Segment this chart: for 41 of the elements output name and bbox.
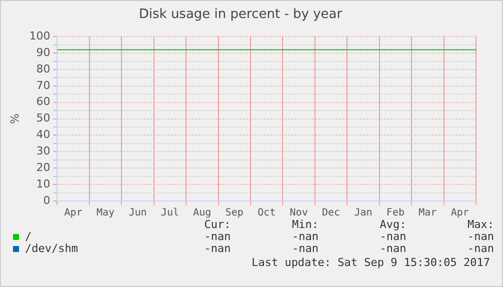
x-tick-label: Aug	[193, 208, 212, 219]
x-tick-label: Jul	[160, 208, 179, 219]
text: -nan	[203, 242, 231, 255]
text: -nan	[466, 230, 494, 243]
y-tick-label: 50	[36, 112, 50, 125]
text: -nan	[291, 242, 318, 255]
x-tick-label: Jun	[128, 208, 147, 219]
y-tick-label: 20	[36, 160, 50, 174]
text: -nan	[378, 242, 406, 255]
y-tick-label: 90	[36, 46, 50, 59]
text: -nan	[291, 230, 318, 243]
y-axis-title: %	[8, 114, 22, 124]
x-tick-label: May	[96, 208, 115, 219]
x-tick-label: Feb	[386, 208, 404, 219]
y-tick-label: 0	[43, 194, 50, 207]
chart-title: Disk usage in percent - by year	[138, 7, 343, 22]
x-tick-label: Apr	[450, 208, 469, 219]
y-tick-label: 100	[29, 29, 50, 42]
x-tick-label: Jan	[354, 208, 372, 219]
text: Last update: Sat Sep 9 15:30:05 2017	[252, 256, 490, 269]
y-tick-label: 10	[36, 177, 50, 190]
text: Avg:	[378, 218, 406, 231]
text: Min:	[291, 218, 318, 231]
y-tick-label: 60	[36, 95, 50, 108]
x-tick-label: Mar	[418, 208, 437, 219]
text: -nan	[203, 230, 231, 243]
text: -nan	[466, 242, 494, 255]
x-tick-label: Oct	[258, 208, 276, 219]
x-tick-label: Sep	[225, 208, 244, 219]
y-tick-label: 80	[36, 62, 50, 76]
legend-label: /dev/shm	[25, 242, 78, 255]
y-tick-label: 40	[36, 128, 50, 142]
text: -nan	[378, 230, 406, 243]
x-tick-label: Dec	[322, 208, 340, 219]
y-tick-label: 70	[36, 78, 50, 92]
text: Max:	[466, 218, 494, 231]
text: Cur:	[203, 218, 231, 231]
x-tick-label: Apr	[64, 208, 82, 219]
legend-label: /	[25, 230, 32, 243]
x-tick-label: Nov	[290, 208, 308, 219]
y-tick-label: 30	[36, 144, 50, 158]
